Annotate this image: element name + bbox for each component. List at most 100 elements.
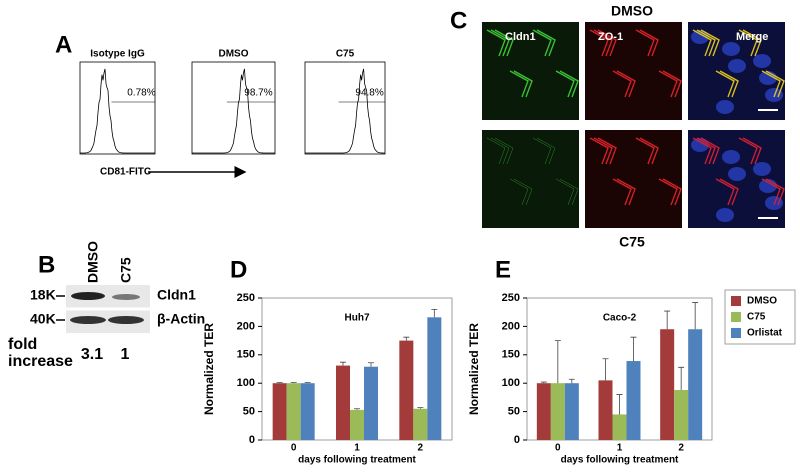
bar bbox=[626, 361, 641, 440]
y-tick-label: 50 bbox=[243, 406, 255, 418]
y-tick-label: 150 bbox=[237, 349, 255, 361]
bar bbox=[564, 383, 579, 440]
junction-stain bbox=[692, 137, 785, 206]
marker-label: 18K bbox=[30, 287, 56, 303]
bar bbox=[536, 383, 551, 440]
error-bar bbox=[417, 407, 424, 409]
marker-label: 40K bbox=[30, 311, 56, 327]
bar bbox=[286, 383, 301, 440]
error-bar bbox=[276, 382, 283, 384]
junction-stain bbox=[692, 29, 785, 98]
histogram-frame bbox=[304, 61, 386, 155]
error-bar bbox=[290, 382, 297, 384]
bar bbox=[350, 409, 364, 440]
junction-stain bbox=[589, 29, 682, 98]
gate-percent: 0.78% bbox=[127, 88, 155, 99]
legend-swatch bbox=[731, 312, 741, 322]
chart-title: Caco-2 bbox=[603, 313, 637, 324]
channel-label: ZO-1 bbox=[598, 31, 623, 43]
error-bar bbox=[540, 381, 547, 384]
error-bar bbox=[554, 340, 561, 384]
x-axis-label: days following treatment bbox=[561, 455, 679, 466]
panel-letter: B bbox=[38, 251, 55, 278]
nucleus bbox=[753, 54, 771, 68]
error-bar bbox=[368, 362, 374, 367]
micrograph bbox=[482, 130, 579, 228]
channel-label: Merge bbox=[736, 31, 768, 43]
y-tick-label: 250 bbox=[237, 292, 255, 304]
error-bar bbox=[602, 358, 609, 381]
band bbox=[71, 292, 105, 300]
y-tick-label: 50 bbox=[508, 406, 520, 418]
band-label: Cldn1 bbox=[157, 287, 196, 303]
nucleus bbox=[728, 167, 746, 181]
bar bbox=[336, 365, 350, 440]
fold-value: 3.1 bbox=[81, 346, 103, 363]
bar bbox=[660, 329, 675, 440]
nucleus bbox=[722, 150, 740, 164]
panel-letter: C bbox=[450, 7, 467, 34]
fold-label: fold increase bbox=[8, 336, 73, 370]
nucleus bbox=[728, 59, 746, 73]
lane-label: DMSO bbox=[85, 241, 101, 283]
histogram-title: C75 bbox=[336, 49, 355, 60]
bar bbox=[364, 366, 378, 440]
legend-label: C75 bbox=[747, 312, 766, 323]
error-bar bbox=[616, 394, 623, 415]
panel-letter: A bbox=[55, 31, 72, 58]
error-bar bbox=[630, 336, 637, 362]
band bbox=[112, 294, 140, 300]
x-label: CD81-FITC bbox=[100, 167, 151, 178]
error-bar bbox=[340, 361, 346, 366]
histogram-frame bbox=[79, 61, 156, 155]
histogram-curve bbox=[79, 68, 156, 154]
legend-swatch bbox=[731, 296, 741, 306]
legend-swatch bbox=[731, 328, 741, 338]
row-label: DMSO bbox=[611, 3, 653, 19]
y-tick-label: 100 bbox=[502, 377, 520, 389]
channel-label: Cldn1 bbox=[505, 31, 536, 43]
x-tick-label: 0 bbox=[291, 443, 297, 454]
error-bar bbox=[678, 366, 685, 391]
error-bar bbox=[664, 310, 671, 330]
bar bbox=[612, 414, 627, 440]
y-tick-label: 0 bbox=[514, 434, 520, 446]
histogram-title: DMSO bbox=[219, 49, 249, 60]
band-label: β-Actin bbox=[157, 311, 205, 327]
junction-stain bbox=[486, 29, 579, 98]
nucleus bbox=[716, 208, 734, 222]
y-tick-label: 250 bbox=[502, 292, 520, 304]
panel-letter: D bbox=[230, 256, 247, 283]
histogram-curve bbox=[304, 68, 386, 154]
x-tick-label: 0 bbox=[555, 443, 561, 454]
bar bbox=[272, 383, 287, 440]
error-bar bbox=[568, 378, 575, 384]
row-label: C75 bbox=[619, 234, 645, 250]
x-tick-label: 1 bbox=[617, 443, 623, 454]
x-tick-label: 1 bbox=[354, 443, 360, 454]
bar bbox=[399, 340, 414, 440]
fold-value: 1 bbox=[121, 346, 130, 363]
y-tick-label: 0 bbox=[249, 434, 255, 446]
micrograph bbox=[585, 22, 682, 120]
bar bbox=[413, 408, 428, 440]
histogram-title: Isotype IgG bbox=[90, 49, 145, 60]
histogram-curve bbox=[191, 68, 276, 154]
x-tick-label: 2 bbox=[678, 443, 684, 454]
bar bbox=[427, 317, 442, 440]
error-bar bbox=[403, 336, 410, 341]
band bbox=[108, 316, 144, 324]
x-tick-label: 2 bbox=[418, 443, 424, 454]
panel-letter: E bbox=[495, 256, 511, 283]
nucleus bbox=[716, 100, 734, 114]
histogram-frame bbox=[191, 61, 276, 155]
junction-stain bbox=[486, 137, 579, 206]
nucleus bbox=[765, 196, 783, 210]
gate-percent: 98.7% bbox=[244, 88, 272, 99]
error-bar bbox=[692, 302, 699, 330]
legend-label: Orlistat bbox=[747, 328, 783, 339]
error-bar bbox=[304, 382, 311, 384]
y-tick-label: 150 bbox=[502, 349, 520, 361]
